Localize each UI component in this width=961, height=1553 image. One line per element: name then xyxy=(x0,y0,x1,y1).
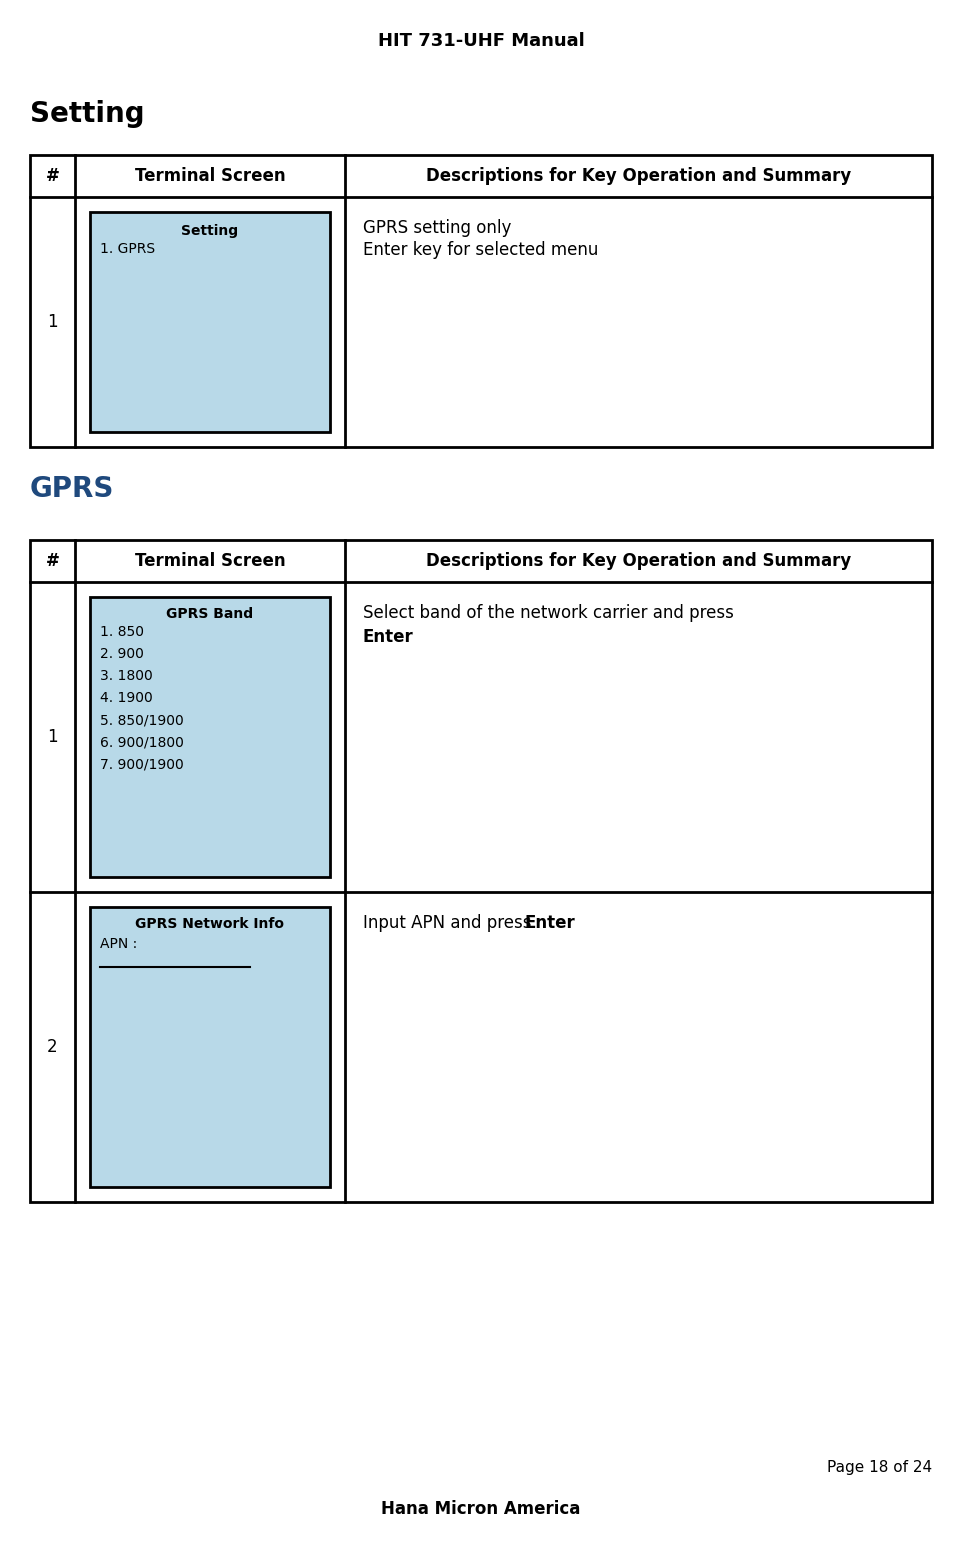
Bar xyxy=(30,155,931,197)
Text: Hana Micron America: Hana Micron America xyxy=(381,1500,580,1517)
Text: 2. 900: 2. 900 xyxy=(100,648,144,662)
Text: 4. 1900: 4. 1900 xyxy=(100,691,153,705)
Text: 6. 900/1800: 6. 900/1800 xyxy=(100,735,184,749)
Text: 1. 850: 1. 850 xyxy=(100,624,144,638)
Text: Page 18 of 24: Page 18 of 24 xyxy=(826,1460,931,1475)
Text: #: # xyxy=(45,168,60,185)
Text: 1. GPRS: 1. GPRS xyxy=(100,242,155,256)
Text: Setting: Setting xyxy=(182,224,238,238)
Text: HIT 731-UHF Manual: HIT 731-UHF Manual xyxy=(378,33,583,50)
Text: #: # xyxy=(45,551,60,570)
Text: Terminal Screen: Terminal Screen xyxy=(135,168,285,185)
Text: 7. 900/1900: 7. 900/1900 xyxy=(100,756,184,770)
Text: 1: 1 xyxy=(47,314,58,331)
Text: Enter key for selected menu: Enter key for selected menu xyxy=(362,241,598,259)
Bar xyxy=(30,155,931,447)
Text: APN :: APN : xyxy=(100,936,137,950)
Text: Setting: Setting xyxy=(30,99,144,127)
Bar xyxy=(90,213,330,432)
Text: GPRS Band: GPRS Band xyxy=(166,607,254,621)
Text: 3. 1800: 3. 1800 xyxy=(100,669,153,683)
Text: Descriptions for Key Operation and Summary: Descriptions for Key Operation and Summa… xyxy=(426,551,850,570)
Bar xyxy=(90,596,330,877)
Text: GPRS setting only: GPRS setting only xyxy=(362,219,511,238)
Text: Enter: Enter xyxy=(362,627,413,646)
Text: Enter: Enter xyxy=(525,915,575,932)
Text: GPRS: GPRS xyxy=(30,475,114,503)
Text: GPRS Network Info: GPRS Network Info xyxy=(136,916,284,930)
Text: 5. 850/1900: 5. 850/1900 xyxy=(100,713,184,727)
Text: 1: 1 xyxy=(47,728,58,745)
Text: Terminal Screen: Terminal Screen xyxy=(135,551,285,570)
Text: Select band of the network carrier and press: Select band of the network carrier and p… xyxy=(362,604,733,623)
Text: Descriptions for Key Operation and Summary: Descriptions for Key Operation and Summa… xyxy=(426,168,850,185)
Bar xyxy=(90,907,330,1186)
Bar xyxy=(30,540,931,1202)
Text: Input APN and press: Input APN and press xyxy=(362,915,536,932)
Text: 2: 2 xyxy=(47,1037,58,1056)
